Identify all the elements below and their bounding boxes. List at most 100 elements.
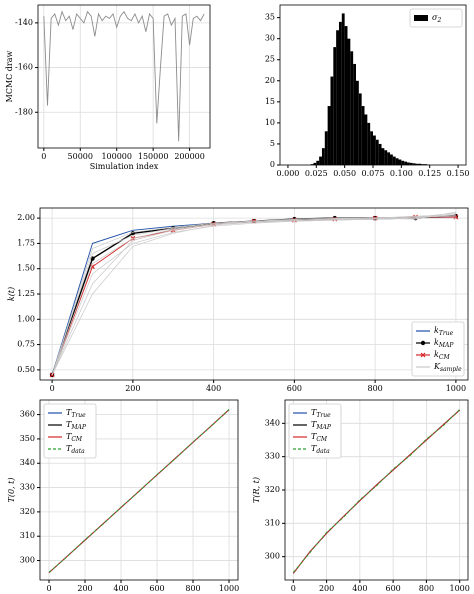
x-tick-label: 100000: [101, 152, 132, 161]
sample-line: [51, 217, 456, 376]
y-tick-label: 0.50: [17, 365, 35, 374]
y-tick-label: 1.00: [17, 314, 35, 323]
x-tick-label: 0: [46, 584, 51, 593]
legend-box: [288, 403, 342, 459]
legend-label: Tdata: [311, 444, 330, 455]
x-tick-label: 800: [367, 384, 382, 393]
x-tick-label: 400: [352, 584, 367, 593]
x-axis-label: Simulation index: [90, 162, 159, 171]
bar: [361, 106, 365, 165]
line: [43, 10, 205, 142]
x-tick-label: 400: [206, 384, 221, 393]
legend-label: TTrue: [66, 408, 86, 419]
bar: [330, 76, 334, 165]
y-axis-label: T(R, t): [252, 477, 261, 503]
y-tick-label: 300: [265, 552, 280, 561]
bar: [350, 51, 354, 165]
bar: [316, 160, 320, 165]
y-tick-label: 350: [20, 434, 35, 443]
y-tick-label: 2.00: [17, 213, 35, 222]
line: [51, 215, 456, 376]
y-tick-label: 1.50: [17, 264, 35, 273]
bar: [313, 162, 317, 165]
y-tick-label: 10: [265, 118, 275, 127]
x-tick-label: 0.075: [362, 169, 385, 178]
bar: [415, 163, 419, 165]
y-axis-label: T(0, t): [7, 478, 16, 503]
y-tick-label: 330: [265, 452, 280, 461]
bar: [390, 154, 393, 165]
legend-label: kCM: [434, 350, 450, 361]
plot-frame: [39, 207, 469, 381]
bar: [401, 160, 405, 165]
y-tick-label: 1.75: [17, 238, 35, 247]
sample-line: [51, 215, 456, 376]
bar: [358, 93, 362, 165]
marker: [420, 352, 426, 358]
x-tick-label: 600: [149, 584, 164, 593]
y-tick-label: 25: [265, 55, 275, 64]
legend-box: [43, 403, 97, 459]
x-tick-label: 0.150: [447, 169, 470, 178]
x-tick-label: 0.000: [276, 169, 299, 178]
x-tick-label: 600: [385, 584, 400, 593]
legend-label: kTrue: [434, 326, 454, 337]
bar: [375, 139, 379, 165]
bar: [321, 148, 325, 165]
legend-box: [411, 321, 465, 377]
bar: [327, 106, 331, 165]
legend-label: TTrue: [311, 408, 331, 419]
x-tick-label: 200: [77, 584, 92, 593]
plot-frame: [279, 4, 467, 166]
bar: [378, 143, 382, 165]
bar: [409, 162, 413, 165]
bar: [347, 38, 351, 165]
bar: [387, 152, 391, 165]
bar: [421, 164, 425, 165]
legend-label: TCM: [311, 432, 328, 443]
y-tick-label: 340: [265, 418, 280, 427]
x-tick-label: 1000: [219, 584, 239, 593]
x-tick-label: 150000: [138, 152, 169, 161]
y-axis-label: MCMC draw: [5, 50, 14, 102]
bar: [310, 164, 314, 165]
y-tick-label: 0.75: [17, 340, 35, 349]
bar: [412, 163, 416, 165]
x-tick-label: 0.050: [333, 169, 356, 178]
y-tick-label: -180: [15, 107, 33, 116]
bar: [418, 163, 422, 165]
sample-line: [51, 214, 456, 376]
y-tick-label: -140: [15, 18, 33, 27]
x-tick-label: 1000: [450, 584, 470, 593]
y-tick-label: 360: [20, 410, 35, 419]
legend-swatch: [414, 15, 428, 21]
bar: [355, 80, 359, 165]
bar: [367, 122, 371, 165]
x-tick-label: 200000: [174, 152, 205, 161]
marker: [420, 340, 426, 346]
y-tick-label: 30: [265, 34, 275, 43]
x-tick-label: 0: [41, 152, 46, 161]
y-axis-label: k(t): [7, 287, 16, 301]
bar: [324, 131, 328, 165]
legend-label: TMAP: [311, 420, 332, 431]
bar: [344, 26, 348, 166]
y-tick-label: 20: [265, 76, 275, 85]
plot-frame: [37, 4, 211, 149]
y-tick-label: 300: [20, 556, 35, 565]
x-tick-label: 50000: [68, 152, 93, 161]
line: [292, 409, 461, 573]
y-tick-label: 340: [20, 458, 35, 467]
y-tick-label: 310: [265, 518, 280, 527]
x-tick-label: 0.125: [418, 169, 441, 178]
plot-frame: [284, 399, 469, 581]
legend-label: Tdata: [66, 444, 85, 455]
x-tick-label: 0.025: [305, 169, 328, 178]
y-tick-label: 320: [265, 485, 280, 494]
bar: [381, 148, 385, 165]
bar: [364, 114, 368, 165]
sample-line: [51, 211, 456, 376]
bar: [336, 30, 339, 166]
x-tick-label: 0.100: [390, 169, 413, 178]
